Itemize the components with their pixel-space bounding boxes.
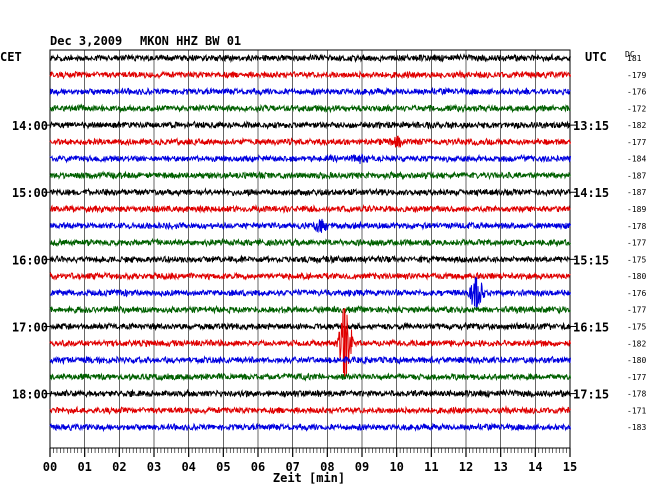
trace-line xyxy=(49,372,571,382)
x-tick-label: 15 xyxy=(563,460,577,474)
trace-line xyxy=(49,120,571,130)
dc-offset-value: -182 xyxy=(627,339,646,348)
right-time-label: 16:15 xyxy=(573,320,609,334)
x-tick-label: 04 xyxy=(181,460,195,474)
trace-line xyxy=(49,237,571,248)
x-tick-label: 00 xyxy=(43,460,57,474)
left-time-label: 16:00 xyxy=(12,253,48,267)
dc-offset-value: -180 xyxy=(627,272,646,281)
dc-offset-value: -172 xyxy=(627,104,646,113)
x-tick-label: 09 xyxy=(355,460,369,474)
trace-line xyxy=(49,321,571,332)
x-tick-label: 08 xyxy=(320,460,334,474)
dc-offset-value: -187 xyxy=(627,188,646,197)
dc-offset-value: -176 xyxy=(627,289,646,298)
trace-line xyxy=(49,69,571,80)
trace-line xyxy=(49,271,571,281)
left-time-label: 18:00 xyxy=(12,388,48,402)
x-tick-label: 13 xyxy=(493,460,507,474)
dc-offset-value: -180 xyxy=(627,356,646,365)
trace-line xyxy=(49,53,571,64)
right-time-label: 17:15 xyxy=(573,388,609,402)
x-tick-label: 03 xyxy=(147,460,161,474)
x-tick-label: 06 xyxy=(251,460,265,474)
right-timezone-label: UTC xyxy=(585,50,607,64)
dc-offset-header: DC xyxy=(625,50,635,59)
left-timezone-label: CET xyxy=(0,50,22,64)
dc-offset-value: -177 xyxy=(627,239,646,248)
chart-station: MKON HHZ BW 01 xyxy=(140,34,241,48)
dc-offset-value: -179 xyxy=(627,71,646,80)
dc-offset-value: -176 xyxy=(627,88,646,97)
dc-offset-value: -177 xyxy=(627,306,646,315)
left-time-label: 15:00 xyxy=(12,186,48,200)
x-tick-label: 10 xyxy=(389,460,403,474)
time-labels: 14:00 13:15 15:00 14:15 16:00 15:15 17:00 16:15… xyxy=(12,119,609,401)
trace-line xyxy=(49,153,571,165)
right-time-label: 13:15 xyxy=(573,119,609,133)
right-time-label: 14:15 xyxy=(573,186,609,200)
trace-line xyxy=(49,135,571,149)
chart-date: Dec 3,2009 xyxy=(50,34,122,48)
trace-line xyxy=(50,277,571,310)
dc-offset-value: -187 xyxy=(627,171,646,180)
trace-line xyxy=(49,203,571,214)
trace-line xyxy=(49,304,571,315)
x-tick-label: 05 xyxy=(216,460,230,474)
dc-offset-value: -189 xyxy=(627,205,646,214)
x-tick-label: 07 xyxy=(285,460,299,474)
x-tick-label: 12 xyxy=(459,460,473,474)
x-tick-label: 02 xyxy=(112,460,126,474)
dc-offset-value: -177 xyxy=(627,373,646,382)
trace-line xyxy=(49,187,571,198)
x-tick-label: 11 xyxy=(424,460,438,474)
trace-line xyxy=(49,309,571,376)
dc-offset-value: -184 xyxy=(627,155,646,164)
dc-offset-labels: 181 -179 -176 -172 -182 -177 -184 -187 -187 -189 -… xyxy=(627,54,646,432)
right-time-label: 15:15 xyxy=(573,253,609,267)
x-tick-label: 14 xyxy=(528,460,542,474)
trace-line xyxy=(49,355,571,366)
chart-grid xyxy=(49,49,571,449)
left-time-label: 17:00 xyxy=(12,320,48,334)
dc-offset-value: -178 xyxy=(627,222,646,231)
seismic-traces xyxy=(49,53,571,433)
trace-line xyxy=(49,218,571,234)
dc-offset-value: -183 xyxy=(627,423,646,432)
trace-line xyxy=(49,170,571,181)
dc-offset-value: -171 xyxy=(627,406,646,415)
dc-offset-value: -175 xyxy=(627,322,646,331)
trace-line xyxy=(49,388,571,399)
trace-line xyxy=(49,254,571,265)
x-axis-title: Zeit [min] xyxy=(273,471,345,485)
trace-line xyxy=(49,103,571,114)
dc-offset-value: -182 xyxy=(627,121,646,130)
trace-line xyxy=(49,405,571,416)
x-tick-label: 01 xyxy=(77,460,91,474)
dc-offset-value: -177 xyxy=(627,138,646,147)
dc-offset-value: -178 xyxy=(627,390,646,399)
left-time-label: 14:00 xyxy=(12,119,48,133)
dc-offset-value: -175 xyxy=(627,255,646,264)
trace-line xyxy=(49,86,571,97)
x-axis: 00 01 02 03 04 05 06 07 08 09 10 11 12 13 14 15 xyxy=(43,448,577,474)
dc-offset-value: 181 xyxy=(627,54,642,63)
trace-line xyxy=(49,422,571,433)
